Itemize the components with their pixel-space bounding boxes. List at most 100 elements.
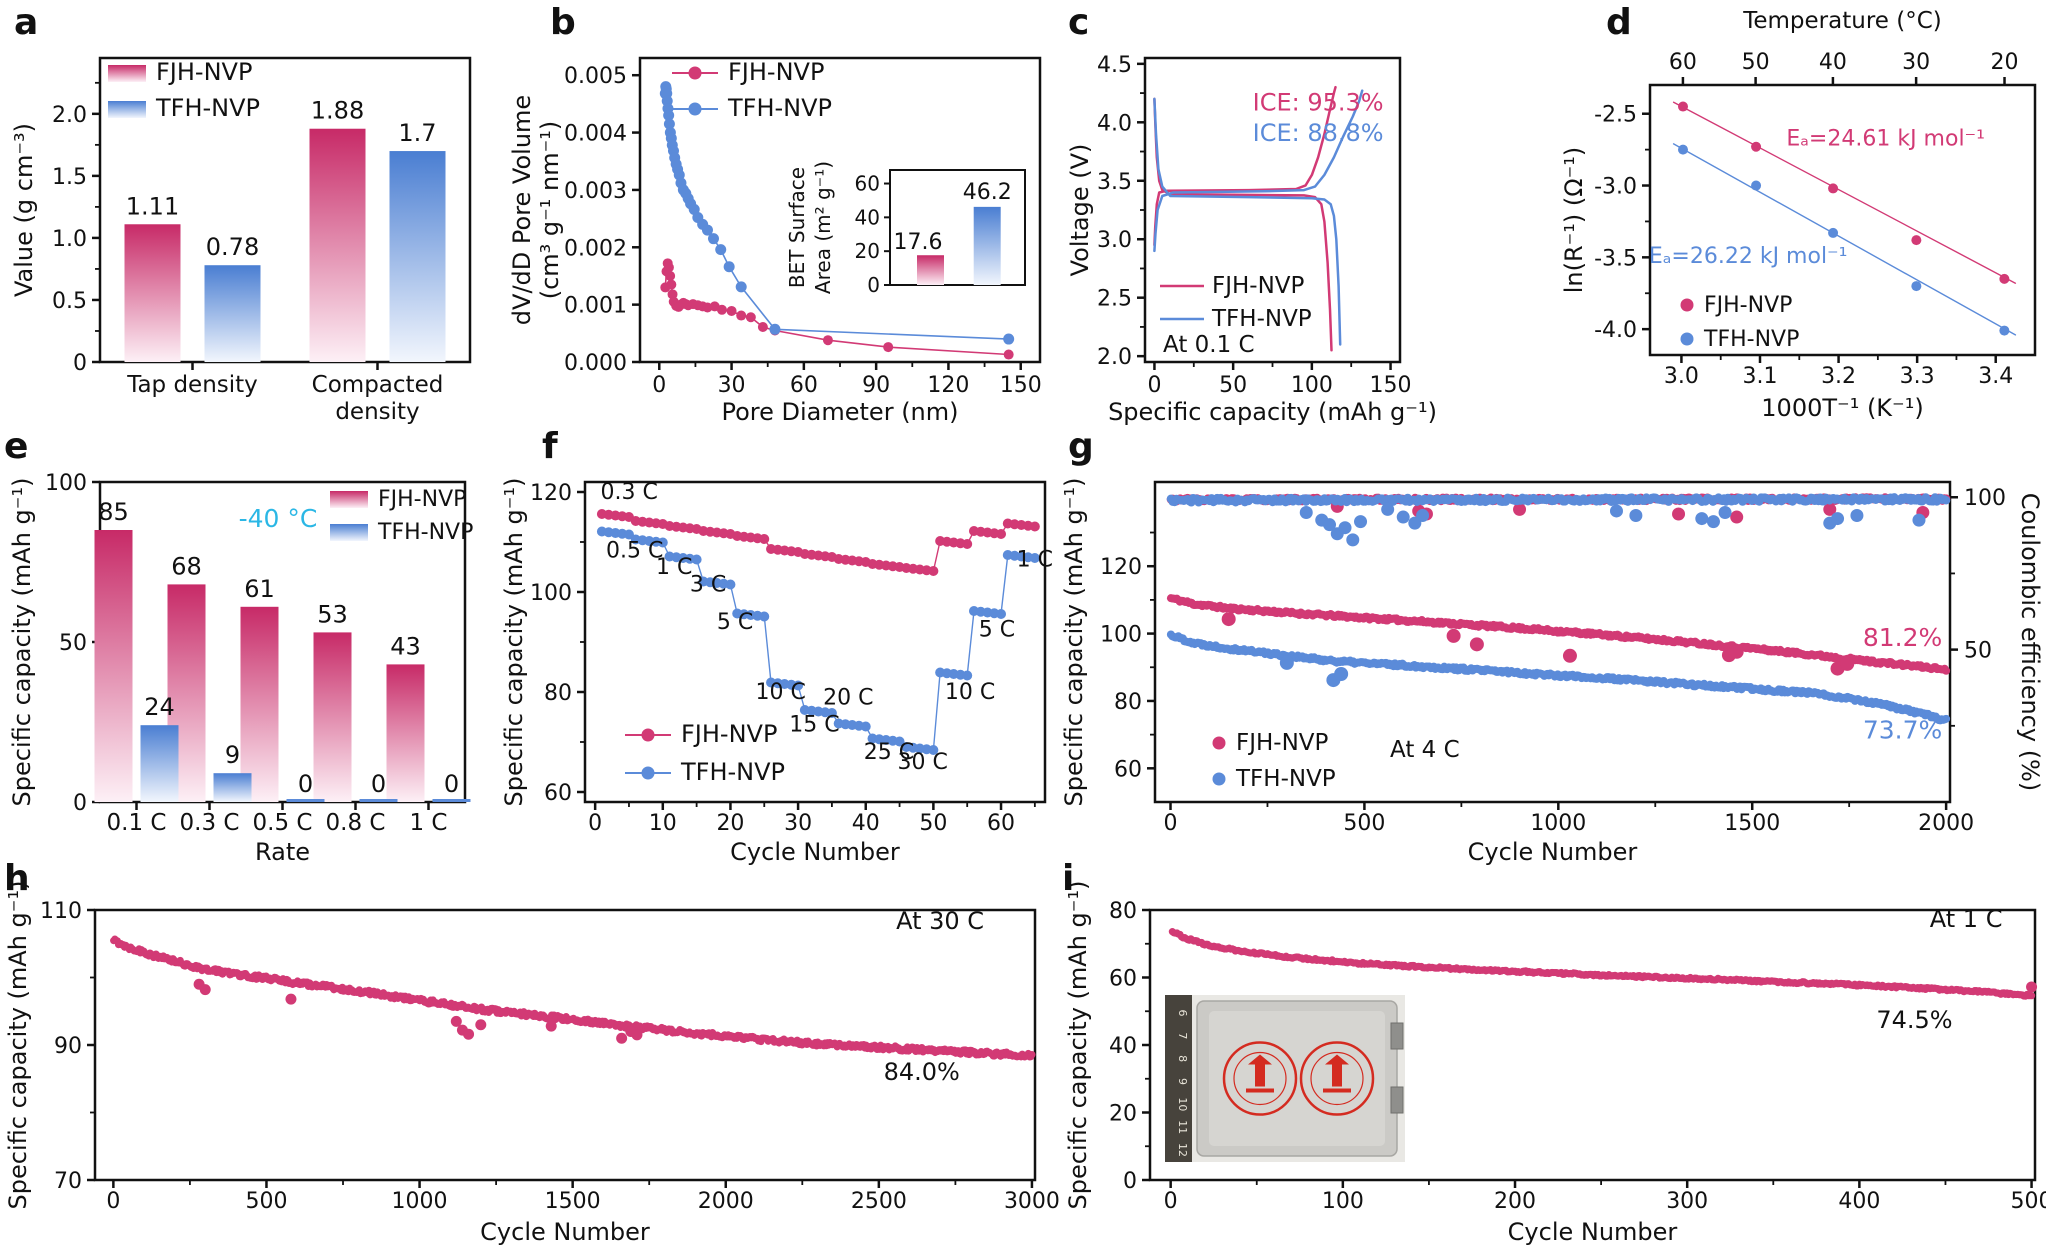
legend-label: FJH-NVP: [1704, 293, 1792, 318]
rate-label: 1 C: [656, 555, 692, 580]
y-tick-label: 0.004: [564, 122, 627, 147]
annotation: At 4 C: [1390, 737, 1460, 763]
x-tick-label: 40: [852, 811, 880, 836]
legend-label: FJH-NVP: [378, 487, 466, 512]
annotation: ICE: 95.3%: [1253, 89, 1384, 117]
x-tick-label: 500: [2011, 1189, 2046, 1214]
bar-value-label: 17.6: [894, 230, 943, 255]
bar-value-label: 68: [171, 552, 202, 580]
y-tick-label: -4.0: [1594, 318, 1637, 343]
legend: FJH-NVP TFH-NVP: [330, 487, 473, 545]
panel-c-chart: 0 50 100 150 2.0 2.5 3.0 3.5 4.0 4.5 Specific capa…: [1066, 53, 1437, 426]
legend: FJH-NVP TFH-NVP: [1160, 273, 1312, 332]
axes: 0 50 100 150 2.0 2.5 3.0 3.5 4.0 4.5: [1097, 53, 1412, 398]
axes: 0 500 1000 1500 2000 60 80 100 120 50 100: [1100, 480, 2006, 836]
axes: 0 30 60 90 120 150 0.000 0.001 0.002 0.003 0.004 0.…: [564, 56, 1042, 398]
y-tick-label: 120: [1100, 555, 1142, 580]
y-tick-label: 4.5: [1097, 53, 1132, 78]
x-tick-label: 2500: [851, 1189, 907, 1214]
x-axis-label: Cycle Number: [1468, 838, 1638, 866]
y-axis-label: dV/dD Pore Volume: [508, 95, 536, 325]
legend-label: TFH-NVP: [1703, 327, 1799, 352]
category-label: 0.3 C: [180, 810, 240, 836]
x-tick-label: 0: [1147, 373, 1161, 398]
legend: FJH-NVP TFH-NVP: [108, 58, 260, 122]
legend-label: TFH-NVP: [680, 758, 785, 786]
y-tick-label: 0: [73, 351, 87, 376]
x-tick-label: 1000: [1530, 811, 1586, 836]
y-tick-label: -3.0: [1594, 175, 1637, 200]
category-label: 0.8 C: [326, 810, 386, 836]
series-FJH-NVP: [1672, 101, 2017, 284]
bar-value-label: 61: [244, 575, 275, 603]
axes: 0 10 20 30 40 50 60 60 80 100 120: [530, 480, 1047, 836]
x-tick-label: 400: [1838, 1189, 1880, 1214]
y-tick-label: 40: [1109, 1034, 1137, 1059]
bar: [389, 151, 446, 362]
legend: FJH-NVP TFH-NVP: [625, 720, 785, 786]
y-tick-label: 2.5: [1097, 287, 1132, 312]
rate-label: 10 C: [945, 680, 995, 705]
panel-b-chart: 0 30 60 90 120 150 0.000 0.001 0.002 0.003 0.004 0.…: [508, 56, 1042, 426]
y-tick-label: -2.5: [1594, 103, 1637, 128]
y-tick-label: 2.0: [1097, 345, 1132, 370]
y-tick-label: 110: [40, 899, 82, 924]
y-tick-label: -3.5: [1594, 246, 1637, 271]
series-FJH-NVP: [660, 258, 1014, 360]
y-tick-label: 80: [1109, 899, 1137, 924]
axes: 0 0.5 1.0 1.5 2.0: [52, 56, 472, 376]
series-TFH-NVP: [1153, 89, 1364, 346]
series-TFH-NVP: [659, 81, 1015, 345]
y-tick-label: 80: [1114, 690, 1142, 715]
legend: FJH-NVP TFH-NVP: [1212, 730, 1336, 792]
y-tick-label: 1.0: [52, 227, 87, 252]
x-tick-label: 0: [1164, 1189, 1178, 1214]
legend-label: TFH-NVP: [1211, 306, 1312, 332]
axes: 0 500 1000 1500 2000 2500 3000 70 90 110: [40, 899, 1060, 1214]
x-tick-label: 3.3: [1900, 364, 1935, 389]
x-tick-label: 3000: [1004, 1189, 1060, 1214]
rate-label: 25 C: [864, 740, 914, 765]
y-tick-label: 80: [544, 681, 572, 706]
ruler-number: 12: [1176, 1143, 1189, 1157]
panel-a-letter: a: [14, 2, 39, 43]
panel-g-chart: 0 500 1000 1500 2000 60 80 100 120 50 100 Cycle Num…: [1060, 478, 2044, 866]
panel-d-chart: 3.0 3.1 3.2 3.3 3.4 -2.5 -3.0 -3.5 -4.0 Temperatu…: [1560, 8, 2037, 422]
svg-text:0: 0: [867, 273, 880, 297]
x-tick-label: 3.4: [1978, 364, 2013, 389]
x-tick-label: 2000: [1918, 811, 1974, 836]
y-tick-label: 1.5: [52, 165, 87, 190]
y-tick-label: 20: [1109, 1102, 1137, 1127]
annotation: At 0.1 C: [1163, 332, 1255, 358]
legend-label: FJH-NVP: [156, 58, 252, 86]
annotation: At 1 C: [1930, 905, 2003, 933]
panel-b-letter: b: [550, 2, 576, 43]
y-tick-label: 3.0: [1097, 228, 1132, 253]
series-FJH-NVP: [110, 935, 1036, 1061]
legend-label: TFH-NVP: [377, 520, 473, 545]
x-tick-label: 90: [862, 373, 890, 398]
x-tick-label: 3.2: [1821, 364, 1856, 389]
y-axis-label: ln(R⁻¹) (Ω⁻¹): [1560, 147, 1588, 294]
x-tick-label: 60: [790, 373, 818, 398]
panel-h-chart: 0 500 1000 1500 2000 2500 3000 70 90 110 Cycle Num…: [4, 881, 1060, 1246]
series-TFH-NVP-CE: [1166, 493, 1951, 547]
category-label: density: [335, 399, 419, 425]
right-tick-label: 50: [1964, 639, 1992, 664]
panel-f-letter: f: [542, 426, 558, 467]
bar: [124, 224, 181, 362]
x-tick-label: 1500: [1724, 811, 1780, 836]
annotation: 74.5%: [1876, 1006, 1952, 1034]
ruler-number: 8: [1176, 1055, 1189, 1062]
y-tick-label: 100: [530, 581, 572, 606]
bar: [94, 530, 133, 802]
x-tick-label: 150: [1370, 373, 1412, 398]
y-tick-label: 70: [54, 1169, 82, 1194]
series-TFH-NVP: 24 9 0 0 0: [140, 693, 471, 802]
x-tick-label: 50: [919, 811, 947, 836]
ruler-number: 6: [1176, 1010, 1189, 1017]
x-tick-label: 120: [927, 373, 969, 398]
x-axis-label: 1000T⁻¹ (K⁻¹): [1761, 394, 1923, 422]
y-tick-label: 0.003: [564, 179, 627, 204]
